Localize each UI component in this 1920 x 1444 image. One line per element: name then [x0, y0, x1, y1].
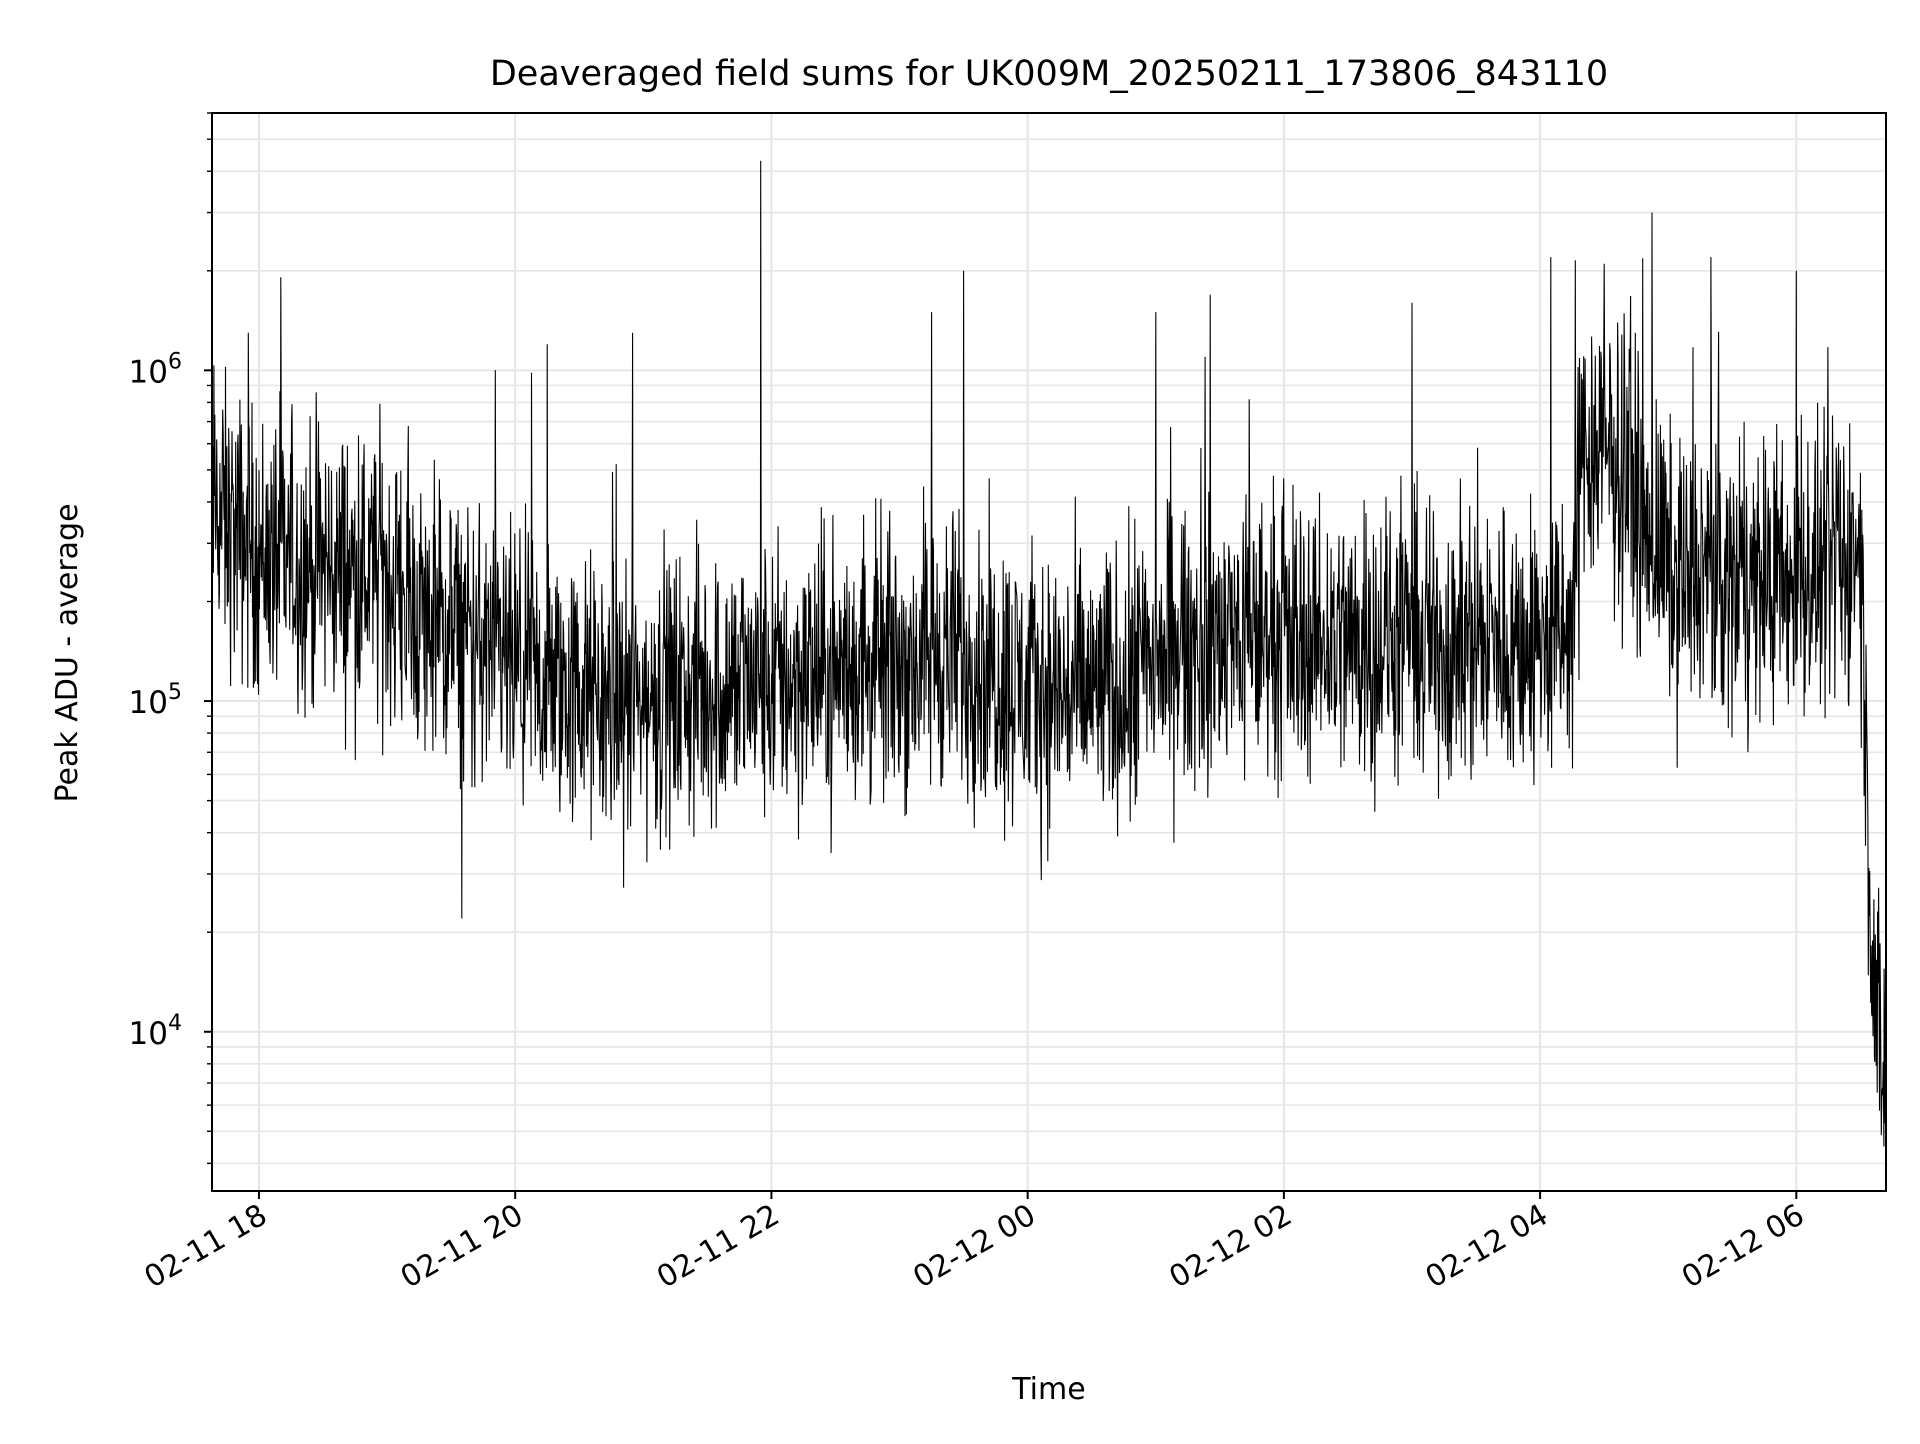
series-line-peak-adu	[211, 160, 1887, 1147]
plot-area	[211, 160, 1887, 1147]
y-tick-label: 104	[129, 1011, 182, 1052]
y-tick-label: 105	[129, 680, 182, 721]
y-tick-label: 106	[129, 349, 182, 390]
plot-frame	[211, 112, 1887, 1192]
chart-title: Deaveraged field sums for UK009M_2025021…	[490, 54, 1608, 94]
x-axis-label: Time	[1011, 1372, 1085, 1407]
y-axis-label: Peak ADU - average	[50, 503, 85, 802]
